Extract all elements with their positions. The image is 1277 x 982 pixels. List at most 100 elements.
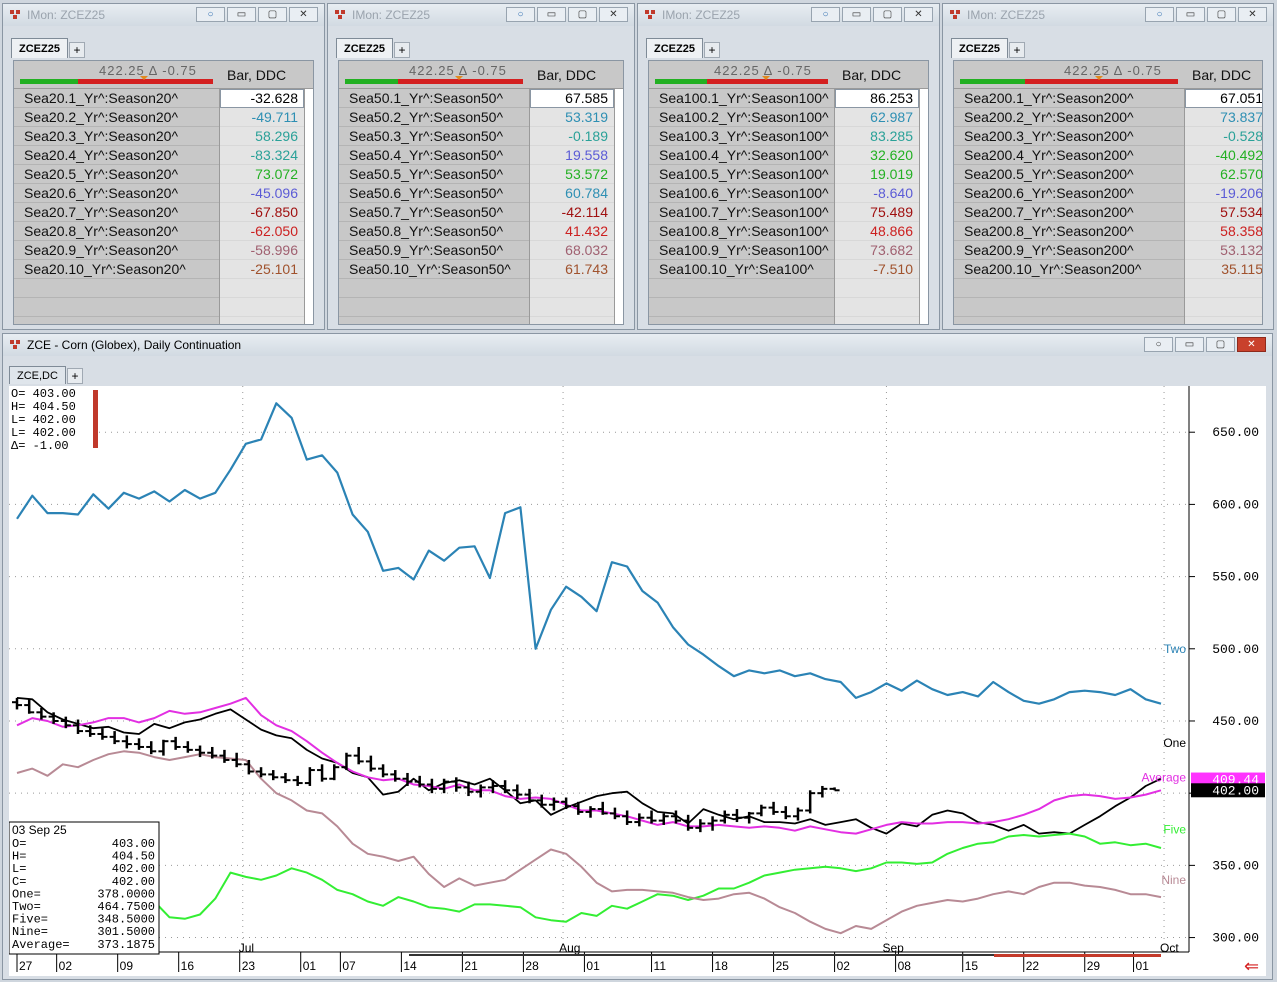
- maximize-button[interactable]: ▢: [1206, 337, 1235, 352]
- table-row[interactable]: Sea200.10_Yr^:Season200^ 35.115: [954, 260, 1262, 279]
- table-row[interactable]: Sea200.2_Yr^:Season200^ 73.837: [954, 108, 1262, 127]
- study-value: 19.558: [530, 146, 614, 165]
- add-tab-button[interactable]: +: [703, 42, 720, 58]
- close-button[interactable]: ✕: [1237, 337, 1266, 352]
- panel-tab[interactable]: ZCEZ25: [951, 38, 1008, 58]
- column-header[interactable]: Bar, DDC: [842, 67, 902, 83]
- series-label-nine: Nine: [1161, 873, 1186, 887]
- close-button[interactable]: ✕: [1238, 7, 1267, 22]
- panel-tab[interactable]: ZCEZ25: [11, 38, 68, 58]
- panel-titlebar[interactable]: IMon: ZCEZ25 ○ ▭ ▢ ✕: [638, 4, 939, 26]
- chart-tab[interactable]: ZCE,DC: [9, 366, 66, 384]
- table-row[interactable]: Sea200.3_Yr^:Season200^ -0.528: [954, 127, 1262, 146]
- table-row[interactable]: Sea100.8_Yr^:Season100^ 48.866: [649, 222, 928, 241]
- minimize-button[interactable]: ▭: [1175, 337, 1204, 352]
- x-tick-label: 14: [403, 959, 417, 973]
- table-row[interactable]: Sea20.7_Yr^:Season20^ -67.850: [14, 203, 313, 222]
- y-tick-label: 350.00: [1212, 858, 1259, 873]
- add-tab-button[interactable]: +: [393, 42, 410, 58]
- x-tick-label: 01: [1136, 959, 1150, 973]
- maximize-button[interactable]: ▢: [258, 7, 287, 22]
- column-header[interactable]: Bar, DDC: [537, 67, 597, 83]
- table-row[interactable]: Sea50.10_Yr^:Season50^ 61.743: [339, 260, 623, 279]
- table-row[interactable]: Sea50.6_Yr^:Season50^ 60.784: [339, 184, 623, 203]
- table-row[interactable]: Sea20.4_Yr^:Season20^ -83.324: [14, 146, 313, 165]
- table-row[interactable]: Sea200.9_Yr^:Season200^ 53.132: [954, 241, 1262, 260]
- scroll-range-bar: [994, 954, 1161, 957]
- table-row[interactable]: Sea100.10_Yr^:Sea100^ -7.510: [649, 260, 928, 279]
- maximize-button[interactable]: ▢: [1207, 7, 1236, 22]
- close-button[interactable]: ✕: [904, 7, 933, 22]
- table-row[interactable]: Sea50.1_Yr^:Season50^ 67.585: [339, 89, 623, 108]
- pin-icon[interactable]: ○: [811, 7, 840, 22]
- table-row[interactable]: Sea100.6_Yr^:Season100^ -8.640: [649, 184, 928, 203]
- table-row[interactable]: Sea200.7_Yr^:Season200^ 57.534: [954, 203, 1262, 222]
- pin-icon[interactable]: ○: [1145, 7, 1174, 22]
- table-row[interactable]: Sea100.5_Yr^:Season100^ 19.019: [649, 165, 928, 184]
- maximize-button[interactable]: ▢: [873, 7, 902, 22]
- add-tab-button[interactable]: +: [1008, 42, 1025, 58]
- table-row[interactable]: Sea20.6_Yr^:Season20^ -45.096: [14, 184, 313, 203]
- chart-titlebar[interactable]: ZCE - Corn (Globex), Daily Continuation …: [3, 334, 1272, 356]
- table-row[interactable]: Sea200.8_Yr^:Season200^ 58.358: [954, 222, 1262, 241]
- table-row[interactable]: Sea50.3_Yr^:Season50^ -0.189: [339, 127, 623, 146]
- table-row[interactable]: Sea100.4_Yr^:Season100^ 32.620: [649, 146, 928, 165]
- panel-titlebar[interactable]: IMon: ZCEZ25 ○ ▭ ▢ ✕: [328, 4, 634, 26]
- maximize-button[interactable]: ▢: [568, 7, 597, 22]
- table-row[interactable]: Sea100.3_Yr^:Season100^ 83.285: [649, 127, 928, 146]
- table-row[interactable]: Sea50.9_Yr^:Season50^ 68.032: [339, 241, 623, 260]
- y-tick-label: 500.00: [1212, 642, 1259, 657]
- y-tick-label: 600.00: [1212, 497, 1259, 512]
- table-row[interactable]: Sea100.9_Yr^:Season100^ 73.682: [649, 241, 928, 260]
- study-name: Sea50.9_Yr^:Season50^: [339, 241, 529, 260]
- add-tab-button[interactable]: +: [68, 42, 85, 58]
- table-row[interactable]: Sea20.8_Yr^:Season20^ -62.050: [14, 222, 313, 241]
- table-row[interactable]: Sea200.6_Yr^:Season200^ -19.206: [954, 184, 1262, 203]
- column-header[interactable]: Bar, DDC: [227, 67, 287, 83]
- price-chart[interactable]: 650.00600.00550.00500.00450.00400.00350.…: [9, 386, 1266, 976]
- add-tab-button[interactable]: +: [66, 368, 83, 384]
- pin-icon[interactable]: ○: [1144, 337, 1173, 352]
- study-value: 73.682: [835, 241, 919, 260]
- study-name: Sea20.6_Yr^:Season20^: [14, 184, 219, 203]
- scroll-left-icon[interactable]: ⇐: [1244, 956, 1259, 976]
- table-row[interactable]: Sea100.1_Yr^:Season100^ 86.253: [649, 89, 928, 108]
- table-row[interactable]: Sea100.7_Yr^:Season100^ 75.489: [649, 203, 928, 222]
- pin-icon[interactable]: ○: [196, 7, 225, 22]
- table-row[interactable]: Sea50.7_Yr^:Season50^ -42.114: [339, 203, 623, 222]
- table-row[interactable]: Sea20.1_Yr^:Season20^ -32.628: [14, 89, 313, 108]
- panel-titlebar[interactable]: IMon: ZCEZ25 ○ ▭ ▢ ✕: [3, 4, 324, 26]
- minimize-button[interactable]: ▭: [1176, 7, 1205, 22]
- panel-tabbar: ZCEZ25 +: [951, 38, 1025, 58]
- app-icon: [335, 10, 347, 20]
- table-row[interactable]: Sea20.9_Yr^:Season20^ -58.996: [14, 241, 313, 260]
- table-row[interactable]: Sea200.5_Yr^:Season200^ 62.570: [954, 165, 1262, 184]
- table-row[interactable]: Sea200.4_Yr^:Season200^ -40.492: [954, 146, 1262, 165]
- minimize-button[interactable]: ▭: [537, 7, 566, 22]
- minimize-button[interactable]: ▭: [842, 7, 871, 22]
- empty-row: [339, 279, 529, 298]
- grid-header: 422.25 Δ -0.75 Bar, DDC: [954, 61, 1262, 89]
- pin-icon[interactable]: ○: [506, 7, 535, 22]
- table-row[interactable]: Sea20.5_Yr^:Season20^ 73.072: [14, 165, 313, 184]
- panel-titlebar[interactable]: IMon: ZCEZ25 ○ ▭ ▢ ✕: [943, 4, 1273, 26]
- table-row[interactable]: Sea20.3_Yr^:Season20^ 58.296: [14, 127, 313, 146]
- minimize-button[interactable]: ▭: [227, 7, 256, 22]
- panel-tab[interactable]: ZCEZ25: [336, 38, 393, 58]
- table-row[interactable]: Sea20.2_Yr^:Season20^ -49.711: [14, 108, 313, 127]
- study-value: 60.784: [530, 184, 614, 203]
- x-tick-label: 09: [120, 959, 134, 973]
- table-row[interactable]: Sea50.8_Yr^:Season50^ 41.432: [339, 222, 623, 241]
- table-row[interactable]: Sea50.2_Yr^:Season50^ 53.319: [339, 108, 623, 127]
- table-row[interactable]: Sea20.10_Yr^:Season20^ -25.101: [14, 260, 313, 279]
- close-button[interactable]: ✕: [289, 7, 318, 22]
- empty-row: [339, 317, 529, 324]
- column-header[interactable]: Bar, DDC: [1192, 67, 1252, 83]
- table-row[interactable]: Sea100.2_Yr^:Season100^ 62.987: [649, 108, 928, 127]
- table-row[interactable]: Sea200.1_Yr^:Season200^ 67.051: [954, 89, 1262, 108]
- close-button[interactable]: ✕: [599, 7, 628, 22]
- table-row[interactable]: Sea50.4_Yr^:Season50^ 19.558: [339, 146, 623, 165]
- panel-tab[interactable]: ZCEZ25: [646, 38, 703, 58]
- empty-cell: [220, 317, 304, 324]
- table-row[interactable]: Sea50.5_Yr^:Season50^ 53.572: [339, 165, 623, 184]
